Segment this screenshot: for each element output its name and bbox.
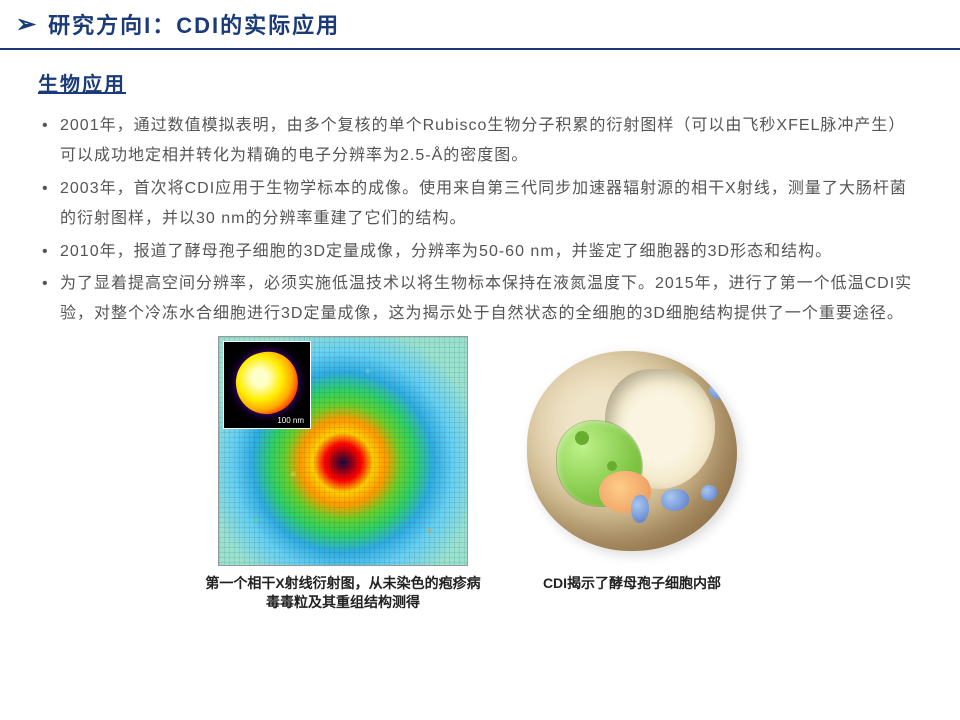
inset-panel: 100 nm <box>223 341 311 429</box>
organelle-blue <box>701 485 717 501</box>
figure-left-caption: 第一个相干X射线衍射图，从未染色的疱疹病毒毒粒及其重组结构测得 <box>203 574 483 613</box>
figure-right: CDI揭示了酵母孢子细胞内部 <box>507 336 757 613</box>
bullet-list: 2001年，通过数值模拟表明，由多个复核的单个Rubisco生物分子积累的衍射图… <box>38 111 922 330</box>
bullet-item: 2010年，报道了酵母孢子细胞的3D定量成像，分辨率为50-60 nm，并鉴定了… <box>38 237 922 267</box>
content-area: 生物应用 2001年，通过数值模拟表明，由多个复核的单个Rubisco生物分子积… <box>0 50 960 621</box>
virus-icon <box>231 347 303 419</box>
diffraction-image: 100 nm <box>218 336 468 566</box>
bullet-item: 为了显着提高空间分辨率，必须实施低温技术以将生物标本保持在液氮温度下。2015年… <box>38 269 922 330</box>
organelle-blue <box>661 489 689 511</box>
bullet-item: 2003年，首次将CDI应用于生物学标本的成像。使用来自第三代同步加速器辐射源的… <box>38 174 922 235</box>
slide-title: 研究方向I：CDI的实际应用 <box>48 8 340 40</box>
organelle-blue <box>631 495 649 523</box>
scale-bar-label: 100 nm <box>275 416 306 425</box>
organelle-blue <box>709 381 729 399</box>
sub-heading: 生物应用 <box>38 68 922 97</box>
figure-right-caption: CDI揭示了酵母孢子细胞内部 <box>543 574 721 594</box>
cell-image <box>507 336 757 566</box>
slide-header: ➢ 研究方向I：CDI的实际应用 <box>0 0 960 50</box>
bullet-item: 2001年，通过数值模拟表明，由多个复核的单个Rubisco生物分子积累的衍射图… <box>38 111 922 172</box>
slide-title-row: ➢ 研究方向I：CDI的实际应用 <box>16 8 944 40</box>
figure-left: 100 nm 第一个相干X射线衍射图，从未染色的疱疹病毒毒粒及其重组结构测得 <box>203 336 483 613</box>
arrow-icon: ➢ <box>16 10 38 39</box>
cell-body <box>527 351 737 551</box>
figures-row: 100 nm 第一个相干X射线衍射图，从未染色的疱疹病毒毒粒及其重组结构测得 C… <box>38 336 922 613</box>
